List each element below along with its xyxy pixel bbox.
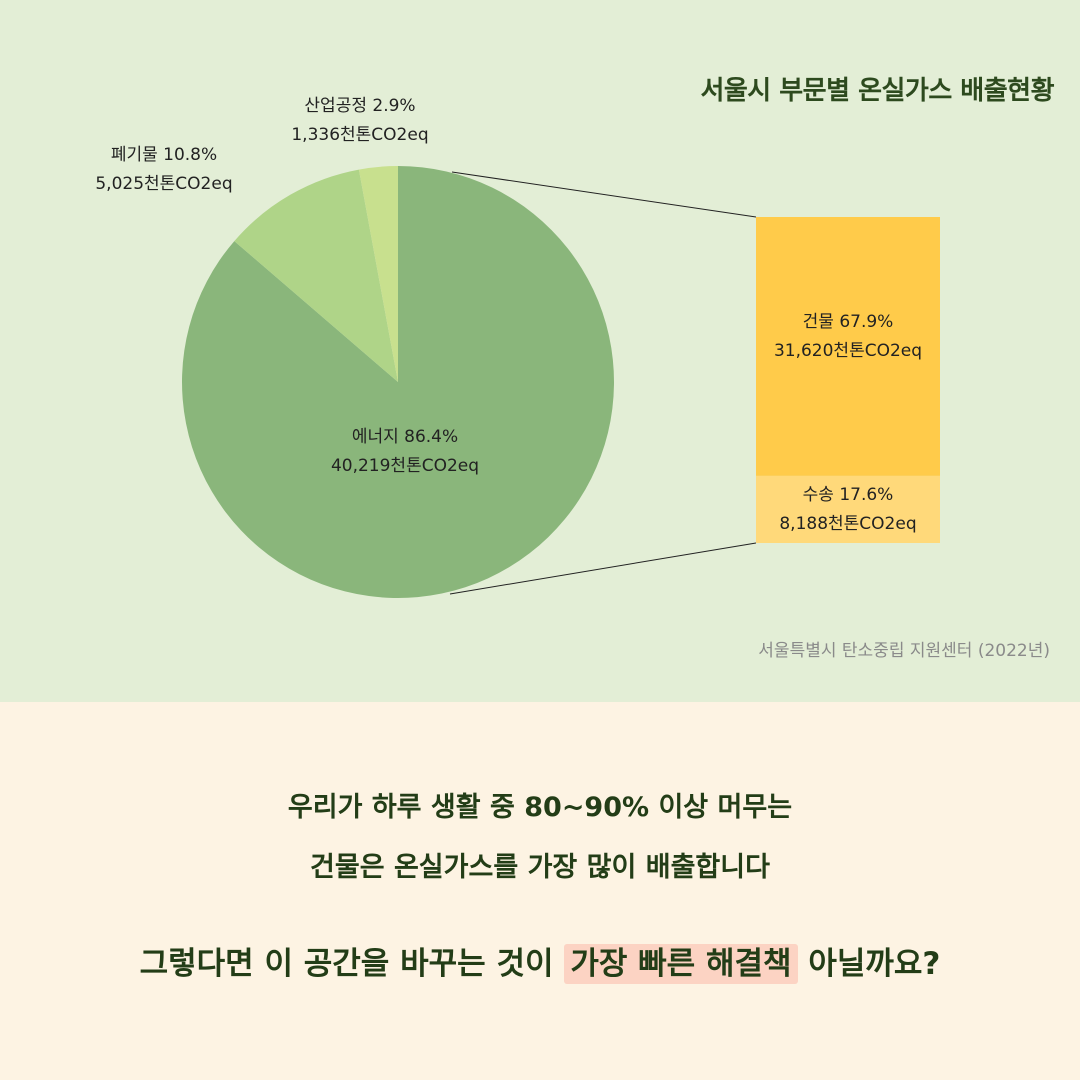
energy-label-value: 40,219천톤CO2eq: [330, 456, 480, 476]
message-panel: [0, 702, 1080, 1080]
message-line-1: 우리가 하루 생활 중 80~90% 이상 머무는: [287, 792, 793, 823]
transport-label: 수송 17.6% 8,188천톤CO2eq: [756, 481, 940, 539]
industry-label-pct: 산업공정 2.9%: [304, 96, 416, 116]
pie-slice-1: [234, 169, 398, 382]
message-line-2: 건물은 온실가스를 가장 많이 배출합니다: [310, 852, 770, 883]
bar-segment-1: [756, 475, 940, 543]
chart-title: 서울시 부문별 온실가스 배출현황: [700, 76, 1054, 106]
industry-label: 산업공정 2.9% 1,336천톤CO2eq: [290, 92, 430, 150]
chart-svg: [181, 166, 940, 598]
waste-label-value: 5,025천톤CO2eq: [95, 174, 233, 194]
energy-label-pct: 에너지 86.4%: [351, 427, 459, 447]
message-highlight: 가장 빠른 해결책: [564, 944, 798, 984]
building-label: 건물 67.9% 31,620천톤CO2eq: [756, 308, 940, 366]
transport-label-pct: 수송 17.6%: [802, 485, 894, 505]
connector-line-top: [451, 171, 757, 218]
message-line-3-post: 아닐까요?: [797, 946, 941, 982]
waste-label-pct: 폐기물 10.8%: [110, 145, 218, 165]
message-line-3: 그렇다면 이 공간을 바꾸는 것이 가장 빠른 해결책 아닐까요?: [0, 938, 1080, 984]
connector-line-bottom: [449, 542, 757, 595]
message-line-3-pre: 그렇다면 이 공간을 바꾸는 것이: [139, 946, 565, 982]
source-note: 서울특별시 탄소중립 지원센터 (2022년): [758, 641, 1050, 661]
industry-label-value: 1,336천톤CO2eq: [291, 125, 429, 145]
waste-label: 폐기물 10.8% 5,025천톤CO2eq: [74, 141, 254, 199]
building-label-value: 31,620천톤CO2eq: [773, 341, 923, 361]
pie-slice-2: [358, 166, 398, 382]
building-label-pct: 건물 67.9%: [802, 312, 894, 332]
bar-segment-0: [756, 217, 940, 476]
energy-label: 에너지 86.4% 40,219천톤CO2eq: [305, 423, 505, 481]
transport-label-value: 8,188천톤CO2eq: [779, 514, 917, 534]
